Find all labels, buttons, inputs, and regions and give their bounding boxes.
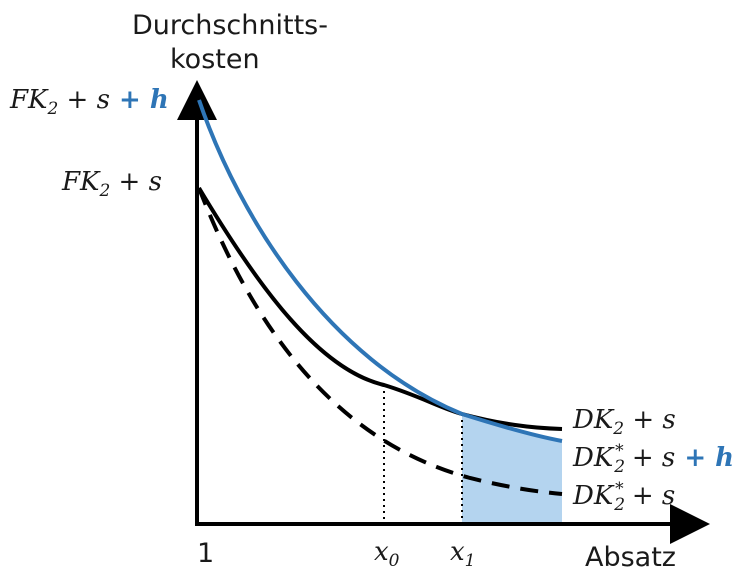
y-axis-label-line1: Durchschnitts- (132, 10, 328, 41)
x-tick-origin: 1 (197, 538, 214, 569)
y-tick-fk2-s: FK2 + s (61, 167, 162, 201)
label-dk2-s: DK2 + s (572, 405, 676, 439)
dk2-s-curve (199, 188, 562, 429)
x-tick-x0: x0 (374, 537, 400, 571)
y-axis-label-line2: kosten (170, 44, 260, 75)
label-dk2star-s: DK2* + s (572, 479, 675, 515)
y-tick-fk2-s-h: FK2 + s + h (9, 85, 169, 119)
x-axis-label: Absatz (585, 542, 676, 572)
label-dk2star-s-h: DK2* + s + h (572, 441, 734, 477)
x-tick-x1: x1 (450, 537, 476, 571)
